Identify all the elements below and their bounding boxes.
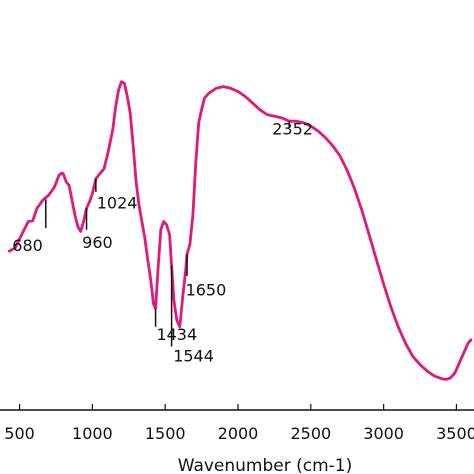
x-tick-label: 3000 <box>363 424 404 443</box>
peak-label: 1024 <box>97 193 138 212</box>
x-axis-title: Wavenumber (cm-1) <box>178 456 353 474</box>
peak-label: 960 <box>82 233 113 252</box>
spectrum-line-series <box>8 80 473 381</box>
x-tick-label: 3500 <box>436 424 474 443</box>
peak-label: 1544 <box>173 346 214 365</box>
plot-area: 500 1000 1500 2000 2500 3000 3500 680 960 1024 14… <box>0 80 474 443</box>
x-tick-label: 1500 <box>145 424 186 443</box>
peak-label: 2352 <box>272 119 313 138</box>
peak-labels: 680 960 1024 1434 1544 1650 2352 <box>12 119 313 365</box>
peak-label: 680 <box>12 236 43 255</box>
peak-label: 1434 <box>156 325 197 344</box>
x-axis-ticks: 500 1000 1500 2000 2500 3000 3500 <box>4 404 474 443</box>
x-tick-label: 1000 <box>72 424 113 443</box>
x-tick-label: 2500 <box>290 424 331 443</box>
x-tick-label: 2000 <box>218 424 259 443</box>
x-tick-label: 500 <box>4 424 35 443</box>
peak-label: 1650 <box>186 281 227 300</box>
